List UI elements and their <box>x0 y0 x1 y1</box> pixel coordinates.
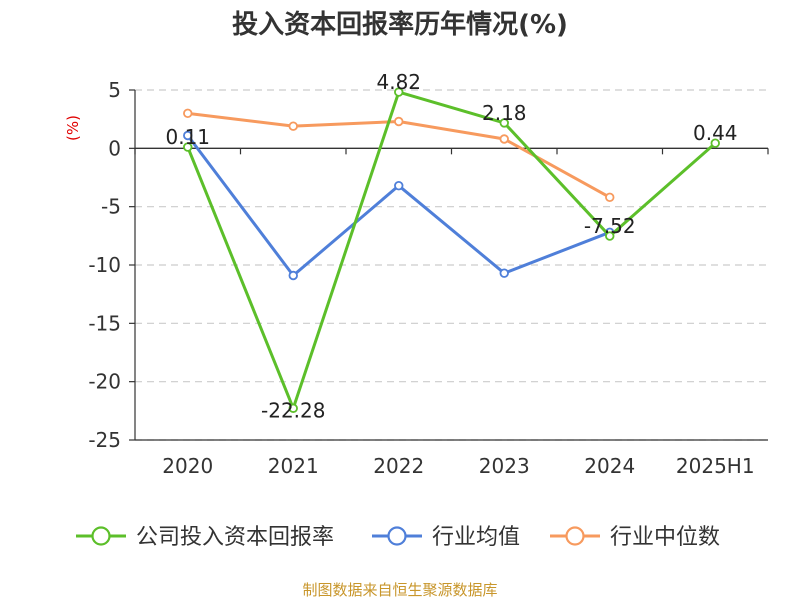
data-point <box>499 118 509 128</box>
gridlines <box>135 89 768 441</box>
data-point <box>499 134 509 144</box>
y-tick-label: -20 <box>88 370 121 394</box>
legend-label: 行业中位数 <box>610 525 720 550</box>
data-point <box>394 180 404 191</box>
data-point <box>183 130 193 141</box>
data-point <box>605 192 615 203</box>
data-label: 2.18 <box>482 101 527 125</box>
data-point <box>710 138 720 148</box>
legend-swatch-marker <box>91 526 111 546</box>
data-point <box>183 142 193 152</box>
legend-swatch-marker <box>387 526 407 546</box>
legend-label: 行业均值 <box>432 525 520 550</box>
series-line <box>186 134 611 277</box>
data-label: 0.44 <box>693 121 738 145</box>
x-tick-label: 2022 <box>373 454 424 478</box>
y-tick-label: -15 <box>88 311 121 335</box>
legend-label: 公司投入资本回报率 <box>136 525 334 550</box>
data-label: 4.82 <box>376 70 421 94</box>
y-tick-label: -10 <box>88 253 121 277</box>
data-labels: 0.11 -22.28 4.82 2.18 -7.52 0.44 <box>165 70 737 422</box>
legend: 公司投入资本回报率 行业均值 行业中位数 <box>76 525 720 550</box>
x-tick-label: 2024 <box>584 454 635 478</box>
data-point <box>394 87 404 97</box>
data-point <box>183 108 193 119</box>
legend-item: 行业中位数 <box>550 525 720 550</box>
series-group <box>183 87 720 413</box>
legend-swatch-marker <box>565 526 585 546</box>
x-tick-label: 2025H1 <box>676 454 755 478</box>
data-point <box>605 231 615 241</box>
data-label: 0.11 <box>165 125 210 149</box>
y-tick-label: -5 <box>101 195 121 219</box>
x-tick-label: 2023 <box>479 454 530 478</box>
data-point <box>288 403 298 413</box>
y-tick-label: 0 <box>108 136 121 160</box>
x-tick-label: 2020 <box>162 454 213 478</box>
legend-item: 公司投入资本回报率 <box>76 525 334 550</box>
data-label: -7.52 <box>584 214 636 238</box>
axes: 5 0 -5 -10 -15 -20 -25 2020 2021 2022 2023 2024 2025… <box>88 78 769 478</box>
data-label: -22.28 <box>261 398 325 422</box>
source-note: 制图数据来自恒生聚源数据库 <box>302 581 497 599</box>
x-tick-label: 2021 <box>268 454 319 478</box>
y-tick-label: -25 <box>88 428 121 452</box>
data-point <box>288 270 298 281</box>
data-point <box>499 268 509 278</box>
y-unit-label: (%) <box>64 115 82 141</box>
series-line <box>186 90 717 410</box>
chart-title: 投入资本回报率历年情况(%) <box>232 9 568 40</box>
legend-item: 行业均值 <box>372 525 520 550</box>
data-point <box>288 121 298 131</box>
y-tick-label: 5 <box>108 78 121 102</box>
data-point <box>394 116 404 127</box>
